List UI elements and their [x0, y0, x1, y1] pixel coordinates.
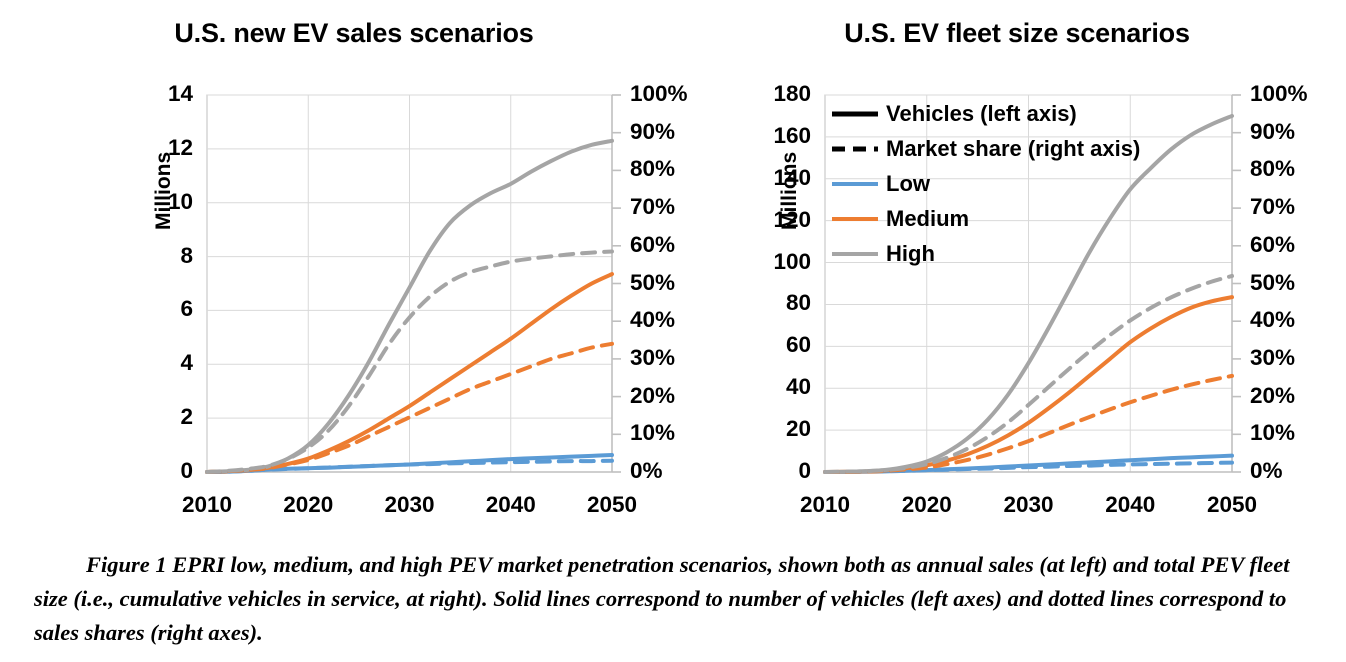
legend-label: Market share (right axis)	[886, 135, 1141, 161]
y2-tick-label: 40%	[1250, 307, 1296, 333]
x-tick-label: 2030	[384, 492, 435, 517]
legend-label: Medium	[886, 205, 970, 231]
y-tick-label: 140	[773, 164, 811, 190]
y-tick-label: 120	[773, 206, 811, 232]
x-tick-label: 2030	[1003, 492, 1054, 517]
y2-tick-label: 40%	[630, 307, 676, 333]
y-tick-label: 14	[167, 81, 193, 106]
legend-swatch-icon	[830, 103, 880, 125]
y2-tick-label: 80%	[1250, 156, 1296, 182]
x-tick-label: 2010	[799, 492, 851, 517]
series-line-low-market-share	[205, 458, 614, 474]
y2-tick-label: 100%	[630, 81, 688, 106]
y-tick-label: 180	[773, 81, 811, 106]
y2-tick-label: 70%	[630, 194, 676, 220]
y2-tick-label: 30%	[630, 344, 676, 370]
legend-swatch-icon	[830, 208, 880, 230]
legend-item-high[interactable]: High	[830, 236, 1140, 271]
legend-label: High	[886, 240, 935, 266]
y2-tick-label: 10%	[630, 420, 676, 446]
x-tick-label: 2050	[1206, 492, 1258, 517]
legend-item-medium[interactable]: Medium	[830, 201, 1140, 236]
x-tick-label: 2010	[181, 492, 233, 517]
y2-tick-label: 50%	[630, 269, 676, 295]
y2-tick-label: 90%	[1250, 118, 1296, 144]
legend-label: Vehicles (left axis)	[886, 100, 1077, 126]
legend-label: Low	[886, 170, 930, 196]
y2-tick-label: 80%	[630, 156, 676, 182]
legend-item-market-share-right-axis[interactable]: Market share (right axis)	[830, 131, 1140, 166]
chart-title-ev-fleet-size: U.S. EV fleet size scenarios	[844, 18, 1190, 48]
y-tick-label: 20	[785, 416, 811, 442]
legend-item-low[interactable]: Low	[830, 166, 1140, 201]
x-tick-label: 2040	[485, 492, 536, 517]
y2-tick-label: 30%	[1250, 344, 1296, 370]
y-tick-label: 4	[180, 350, 193, 376]
plot-area-new-ev-sales	[205, 94, 621, 474]
figure-caption: Figure 1 EPRI low, medium, and high PEV …	[34, 552, 1290, 645]
y-tick-label: 100	[773, 248, 811, 274]
y-tick-label: 8	[180, 242, 193, 268]
plot-area-ev-fleet-size	[823, 94, 1241, 475]
legend-swatch-icon	[830, 173, 880, 195]
series-line-high-market-share	[205, 249, 614, 474]
y-tick-label: 0	[180, 458, 193, 483]
y2-tick-label: 0%	[630, 458, 663, 483]
legend-swatch-icon	[830, 138, 880, 160]
y2-tick-label: 20%	[630, 382, 676, 408]
y-tick-label: 12	[167, 134, 193, 160]
y2-tick-label: 10%	[1250, 420, 1296, 446]
chart-title-new-ev-sales: U.S. new EV sales scenarios	[174, 18, 534, 48]
x-tick-label: 2020	[283, 492, 334, 517]
x-tick-label: 2050	[586, 492, 638, 517]
y2-tick-label: 0%	[1250, 458, 1283, 483]
y2-tick-label: 50%	[1250, 269, 1296, 295]
x-tick-label: 2020	[901, 492, 952, 517]
y-tick-label: 80	[785, 290, 811, 316]
series-line-high-market-share	[823, 273, 1234, 474]
y2-tick-label: 100%	[1250, 81, 1308, 106]
y-tick-label: 6	[180, 296, 193, 322]
series-line-medium-market-share	[205, 341, 614, 474]
y-tick-label: 2	[180, 404, 193, 430]
y-tick-label: 10	[167, 188, 193, 214]
legend-item-vehicles-left-axis[interactable]: Vehicles (left axis)	[830, 96, 1140, 131]
y2-tick-label: 20%	[1250, 382, 1296, 408]
y-tick-label: 40	[785, 374, 811, 400]
chart-ev-fleet-size: U.S. EV fleet size scenarios Millions Ve…	[672, 0, 1346, 540]
legend-swatch-icon	[830, 243, 880, 265]
y-tick-label: 160	[773, 122, 811, 148]
y-tick-label: 60	[785, 332, 811, 358]
y2-tick-label: 60%	[630, 231, 676, 257]
y2-tick-label: 60%	[1250, 231, 1296, 257]
chart-legend: Vehicles (left axis) Market share (right …	[830, 96, 1140, 271]
y2-tick-label: 90%	[630, 118, 676, 144]
y2-tick-label: 70%	[1250, 194, 1296, 220]
y-tick-label: 0	[798, 458, 811, 483]
x-tick-label: 2040	[1105, 492, 1156, 517]
